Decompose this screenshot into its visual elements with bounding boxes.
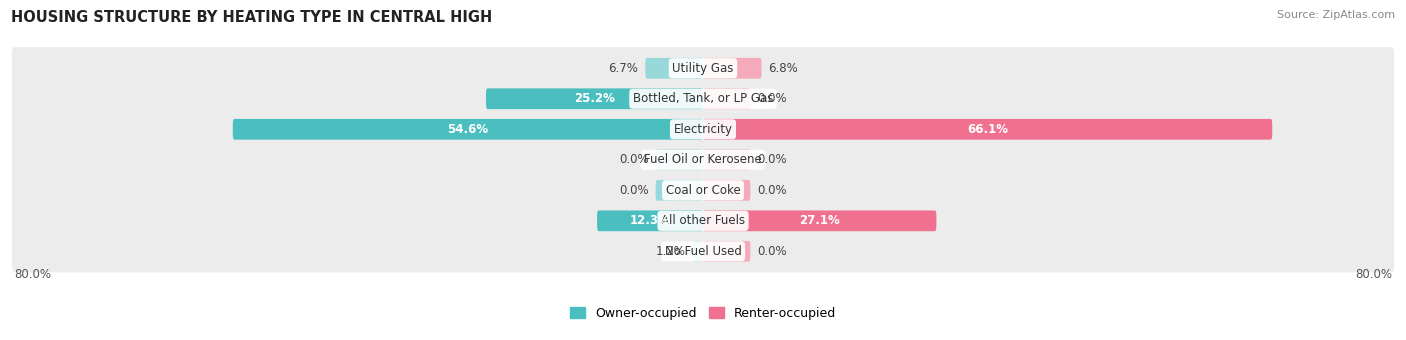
FancyBboxPatch shape — [486, 88, 703, 109]
Text: 0.0%: 0.0% — [758, 184, 787, 197]
FancyBboxPatch shape — [703, 119, 1272, 140]
Text: 27.1%: 27.1% — [800, 214, 839, 227]
FancyBboxPatch shape — [11, 139, 1395, 181]
Text: 0.0%: 0.0% — [619, 184, 648, 197]
FancyBboxPatch shape — [655, 180, 703, 201]
FancyBboxPatch shape — [703, 180, 751, 201]
Text: Fuel Oil or Kerosene: Fuel Oil or Kerosene — [644, 153, 762, 166]
Text: 6.7%: 6.7% — [609, 62, 638, 75]
Text: 12.3%: 12.3% — [630, 214, 671, 227]
Text: 54.6%: 54.6% — [447, 123, 488, 136]
Text: Source: ZipAtlas.com: Source: ZipAtlas.com — [1277, 10, 1395, 20]
FancyBboxPatch shape — [11, 108, 1395, 150]
FancyBboxPatch shape — [703, 58, 762, 79]
Text: Utility Gas: Utility Gas — [672, 62, 734, 75]
Text: Bottled, Tank, or LP Gas: Bottled, Tank, or LP Gas — [633, 92, 773, 105]
FancyBboxPatch shape — [233, 119, 703, 140]
Text: 80.0%: 80.0% — [14, 268, 51, 281]
Text: 6.8%: 6.8% — [769, 62, 799, 75]
FancyBboxPatch shape — [703, 210, 936, 231]
FancyBboxPatch shape — [703, 88, 751, 109]
Text: 1.2%: 1.2% — [657, 245, 686, 258]
FancyBboxPatch shape — [11, 230, 1395, 272]
Text: 0.0%: 0.0% — [758, 245, 787, 258]
FancyBboxPatch shape — [11, 78, 1395, 120]
Text: HOUSING STRUCTURE BY HEATING TYPE IN CENTRAL HIGH: HOUSING STRUCTURE BY HEATING TYPE IN CEN… — [11, 10, 492, 25]
Text: All other Fuels: All other Fuels — [661, 214, 745, 227]
FancyBboxPatch shape — [703, 241, 751, 262]
FancyBboxPatch shape — [11, 169, 1395, 211]
FancyBboxPatch shape — [703, 149, 751, 170]
Text: 25.2%: 25.2% — [574, 92, 614, 105]
FancyBboxPatch shape — [693, 241, 703, 262]
Text: Electricity: Electricity — [673, 123, 733, 136]
Text: 0.0%: 0.0% — [758, 153, 787, 166]
Text: 66.1%: 66.1% — [967, 123, 1008, 136]
Text: 0.0%: 0.0% — [619, 153, 648, 166]
FancyBboxPatch shape — [11, 47, 1395, 89]
FancyBboxPatch shape — [655, 149, 703, 170]
Text: No Fuel Used: No Fuel Used — [665, 245, 741, 258]
FancyBboxPatch shape — [598, 210, 703, 231]
Text: 0.0%: 0.0% — [758, 92, 787, 105]
Text: 80.0%: 80.0% — [1355, 268, 1392, 281]
Text: Coal or Coke: Coal or Coke — [665, 184, 741, 197]
FancyBboxPatch shape — [645, 58, 703, 79]
FancyBboxPatch shape — [11, 200, 1395, 242]
Legend: Owner-occupied, Renter-occupied: Owner-occupied, Renter-occupied — [565, 302, 841, 325]
